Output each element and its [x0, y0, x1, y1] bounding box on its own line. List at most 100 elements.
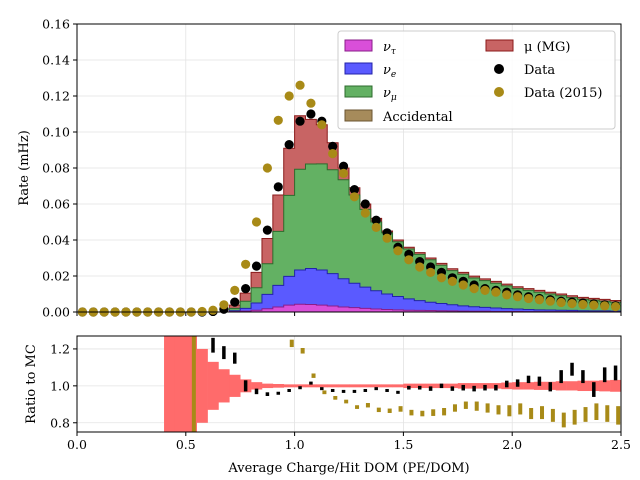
legend-swatch — [344, 85, 373, 98]
mc-uncertainty-band — [370, 384, 382, 388]
ratio-errorbar-data — [602, 367, 607, 383]
ratio-errorbar-data — [211, 337, 215, 353]
point-data-2015 — [458, 280, 468, 290]
ratio-errorbar-data — [505, 380, 509, 388]
ratio-errorbar-data-2015 — [431, 409, 436, 416]
ratio-errorbar-data-2015 — [344, 399, 349, 404]
point-data-2015 — [360, 208, 370, 218]
point-data-2015 — [578, 299, 588, 310]
legend-box — [337, 30, 616, 130]
point-data-2015 — [328, 149, 338, 159]
point-data-2015 — [502, 290, 512, 300]
ratio-y-tick-label: 1.2 — [50, 341, 70, 356]
legend-label: νμ — [383, 86, 397, 103]
main-y-tick-label: 0.14 — [42, 53, 70, 68]
point-data — [360, 199, 370, 209]
point-data-2015 — [545, 296, 555, 306]
point-data-2015 — [284, 91, 294, 101]
ratio-errorbar-data — [309, 381, 313, 385]
point-data — [241, 284, 251, 294]
main-y-tick-label: 0.08 — [42, 161, 70, 176]
legend-entry-e: νe — [344, 62, 396, 80]
ratio-errorbar-data — [407, 385, 411, 390]
ratio-errorbar-data-2015 — [616, 406, 621, 425]
point-data-2015 — [295, 80, 305, 90]
ratio-errorbar-data-2015 — [376, 407, 381, 413]
ratio-errorbar-data — [428, 386, 433, 391]
point-data-2015 — [230, 285, 240, 295]
ratio-errorbar-data — [472, 385, 476, 392]
x-tick-label: 0.5 — [176, 437, 196, 452]
point-data — [349, 185, 360, 195]
legend-entry-data: Data — [494, 63, 555, 78]
mc-uncertainty-band — [338, 384, 350, 388]
ratio-errorbar-data-2015 — [398, 406, 403, 412]
legend-entry-: ντ — [344, 39, 397, 57]
legend-label: Accidental — [382, 110, 453, 125]
point-data-2015 — [208, 305, 218, 315]
ratio-errorbar-data-2015 — [561, 412, 566, 428]
mc-uncertainty-band — [272, 384, 285, 388]
point-data-2015 — [306, 98, 316, 108]
ratio-errorbar-data — [385, 388, 389, 392]
point-data-2015 — [219, 300, 229, 310]
ratio-axes-frame — [76, 335, 622, 433]
point-data-2015 — [415, 262, 425, 272]
point-data-2015 — [197, 306, 207, 317]
point-data-2015 — [426, 267, 436, 277]
x-tick-label: 1.5 — [393, 437, 413, 452]
point-data-2015 — [436, 273, 447, 283]
ratio-errorbar-data — [341, 389, 346, 393]
legend-label: Data (2015) — [524, 86, 603, 101]
ratio-errorbar-data-2015 — [529, 408, 534, 420]
point-data — [251, 261, 262, 271]
ratio-errorbar-data — [276, 391, 281, 395]
mc-uncertainty-band — [164, 336, 176, 432]
ratio-errorbar-data-2015 — [572, 409, 577, 425]
mc-uncertainty-band — [523, 382, 535, 390]
mc-uncertainty-band — [218, 369, 230, 403]
point-data — [306, 109, 316, 119]
ratio-errorbar-data — [298, 386, 302, 390]
ratio-errorbar-data — [320, 387, 324, 391]
main-y-tick-label: 0.06 — [42, 197, 70, 212]
point-data-2015 — [338, 168, 349, 178]
ratio-errorbar-data — [461, 384, 465, 391]
mc-uncertainty-band — [403, 383, 415, 389]
ratio-errorbar-data — [613, 365, 618, 381]
mc-uncertainty-band — [349, 384, 361, 388]
ratio-errorbar-data — [222, 346, 226, 360]
point-data-2015 — [241, 259, 251, 269]
mc-uncertainty-band — [294, 384, 306, 388]
point-data-2015 — [393, 246, 403, 256]
point-data — [338, 161, 349, 171]
legend-swatch — [344, 109, 373, 122]
main-y-tick-label: 0.16 — [42, 17, 70, 32]
ratio-errorbar-data — [570, 362, 574, 376]
mc-uncertainty-band — [359, 384, 372, 388]
mc-uncertainty-band — [392, 384, 404, 388]
ratio-errorbar-data — [233, 352, 237, 364]
mc-uncertainty-band — [425, 383, 437, 389]
ratio-errorbar-data-2015 — [518, 403, 523, 415]
legend-label: ντ — [383, 40, 397, 57]
ratio-errorbar-data-2015 — [550, 408, 555, 422]
point-data-2015 — [491, 287, 501, 297]
point-data-2015 — [469, 284, 479, 294]
main-y-tick-label: 0.10 — [42, 125, 70, 140]
mc-uncertainty-band — [174, 336, 187, 432]
mc-uncertainty-band — [305, 384, 317, 388]
ratio-errorbar-data — [396, 390, 400, 394]
legend-marker — [494, 64, 504, 74]
ratio-y-tick-label: 1.0 — [50, 378, 70, 393]
x-tick-label: 2.5 — [611, 437, 631, 452]
main-y-tick-label: 0.04 — [42, 233, 70, 248]
ratio-errorbar-data-2015 — [420, 410, 425, 417]
point-data-2015 — [349, 192, 360, 202]
stack-layer- — [77, 163, 622, 313]
point-data-2015 — [556, 297, 566, 308]
mc-uncertainty-band — [327, 384, 339, 388]
ratio-errorbar-data-2015 — [605, 405, 610, 422]
mc-uncertainty-band — [414, 383, 426, 389]
